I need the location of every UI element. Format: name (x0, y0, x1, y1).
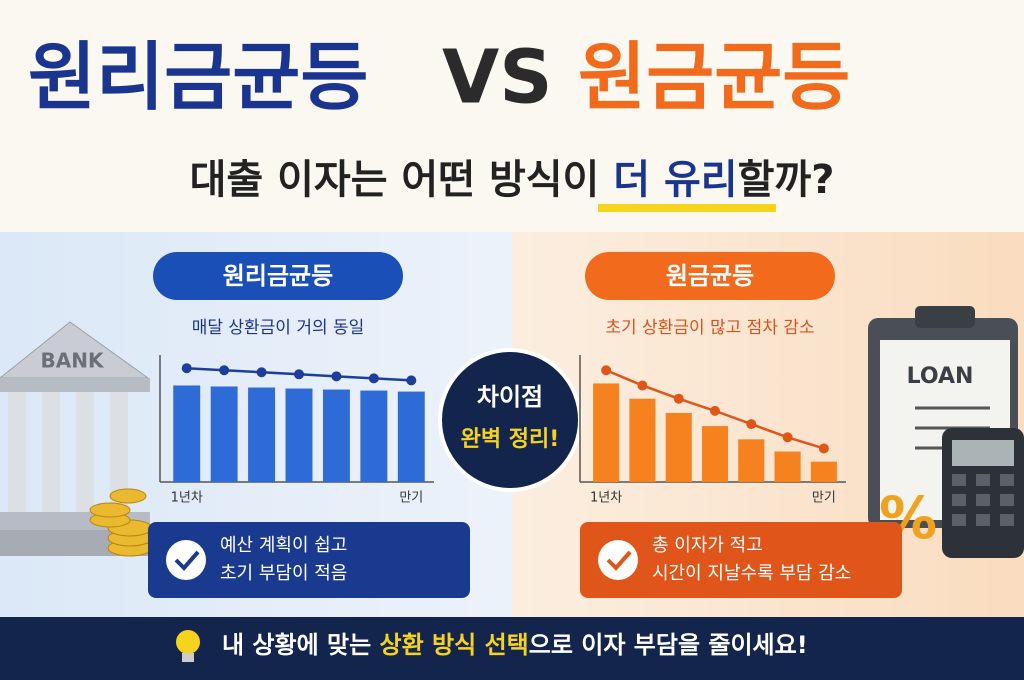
bar (629, 398, 656, 482)
footer-start: 내 상황에 맞는 (222, 631, 380, 659)
bar (285, 388, 313, 482)
method-description: 매달 상환금이 거의 동일 (192, 318, 365, 338)
note-line: 초기 부담이 적음 (220, 563, 347, 584)
footer-highlight: 상환 방식 선택 (380, 631, 529, 659)
highlight-underline (598, 204, 776, 212)
footer-bg (0, 617, 1024, 680)
bar (701, 426, 729, 482)
trend-point (331, 371, 342, 382)
subtitle-end: 할까? (738, 157, 835, 203)
check-mark (606, 550, 632, 571)
bar (173, 385, 201, 482)
bar (774, 451, 801, 482)
trend-point (710, 405, 720, 416)
bank-illustration (0, 321, 155, 557)
bar (665, 412, 692, 482)
bar (810, 461, 837, 482)
bar (593, 383, 620, 482)
trend-point (406, 375, 417, 386)
title-right: 원금균등 (578, 35, 850, 121)
bar (738, 439, 765, 482)
footer-end: 으로 이자 부담을 줄이세요! (529, 631, 808, 659)
check-icon (598, 540, 638, 580)
bar (360, 390, 388, 482)
note-line: 시간이 지날수록 부담 감소 (652, 563, 851, 584)
method-description: 초기 상환금이 많고 점차 감소 (605, 318, 814, 338)
method-badge (153, 252, 403, 300)
x-tick-label: 만기 (812, 491, 836, 506)
note-line: 총 이자가 적고 (652, 535, 763, 556)
title-vs: VS (442, 35, 553, 121)
trend-point (181, 363, 192, 374)
trend-point (256, 367, 267, 378)
x-tick-label: 만기 (399, 491, 423, 506)
trend-point (294, 369, 304, 380)
subtitle: 대출 이자는 어떤 방식이 더 유리할까? (190, 157, 835, 203)
trend-point (219, 365, 230, 376)
trend-point (637, 380, 648, 391)
lightbulb-icon (176, 630, 200, 662)
center-line2: 완벽 정리! (461, 427, 560, 452)
trend-point (818, 443, 829, 454)
trend-point (368, 373, 379, 384)
trend-point (673, 393, 684, 404)
method-badge (585, 252, 835, 300)
method-badge-label: 원금균등 (666, 262, 754, 290)
subtitle-start: 대출 이자는 어떤 방식이 (190, 157, 614, 203)
footer-text: 내 상황에 맞는 상환 방식 선택으로 이자 부담을 줄이세요! (222, 631, 808, 659)
trend-point (601, 365, 612, 376)
check-icon (166, 540, 206, 580)
note-line: 예산 계획이 쉽고 (220, 535, 347, 556)
x-tick-label: 1년차 (590, 491, 622, 506)
loan-label: LOAN (907, 364, 974, 389)
x-tick-label: 1년차 (171, 491, 203, 506)
title-left: 원리금균등 (28, 35, 368, 121)
trend-point (782, 432, 793, 443)
loan-illustration (868, 306, 1024, 558)
bar (322, 389, 350, 482)
header-bg (0, 0, 1024, 232)
trend-point (746, 419, 757, 430)
bar (248, 387, 276, 482)
center-line1: 차이점 (477, 383, 543, 411)
method-badge-label: 원리금균등 (223, 262, 333, 290)
note-box (580, 522, 902, 598)
center-badge (438, 348, 582, 492)
subtitle-highlight: 더 유리 (613, 157, 737, 203)
bank-label: BANK (41, 349, 105, 373)
check-mark (174, 550, 200, 571)
bar (397, 391, 425, 482)
note-box (148, 522, 470, 598)
bar (210, 386, 238, 482)
